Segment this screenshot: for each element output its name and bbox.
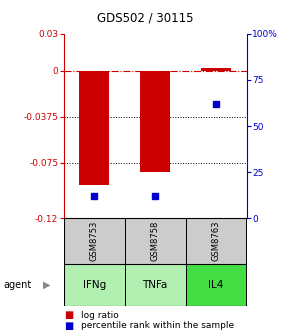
Bar bbox=[201, 68, 231, 71]
Text: agent: agent bbox=[3, 280, 31, 290]
Text: percentile rank within the sample: percentile rank within the sample bbox=[81, 322, 234, 330]
Text: TNFa: TNFa bbox=[142, 280, 168, 290]
Text: ■: ■ bbox=[64, 310, 73, 320]
Bar bbox=[186, 218, 246, 264]
Bar bbox=[125, 218, 186, 264]
Text: GSM8758: GSM8758 bbox=[151, 221, 160, 261]
Text: GSM8763: GSM8763 bbox=[211, 221, 221, 261]
Bar bbox=[125, 264, 186, 306]
Text: ■: ■ bbox=[64, 321, 73, 331]
Text: GDS502 / 30115: GDS502 / 30115 bbox=[97, 12, 193, 25]
Text: IFNg: IFNg bbox=[83, 280, 106, 290]
Text: log ratio: log ratio bbox=[81, 311, 119, 320]
Bar bbox=[140, 71, 171, 172]
Text: ▶: ▶ bbox=[43, 280, 51, 290]
Bar bbox=[64, 218, 125, 264]
Bar bbox=[186, 264, 246, 306]
Bar bbox=[64, 264, 125, 306]
Bar bbox=[79, 71, 110, 185]
Text: IL4: IL4 bbox=[208, 280, 224, 290]
Text: GSM8753: GSM8753 bbox=[90, 221, 99, 261]
